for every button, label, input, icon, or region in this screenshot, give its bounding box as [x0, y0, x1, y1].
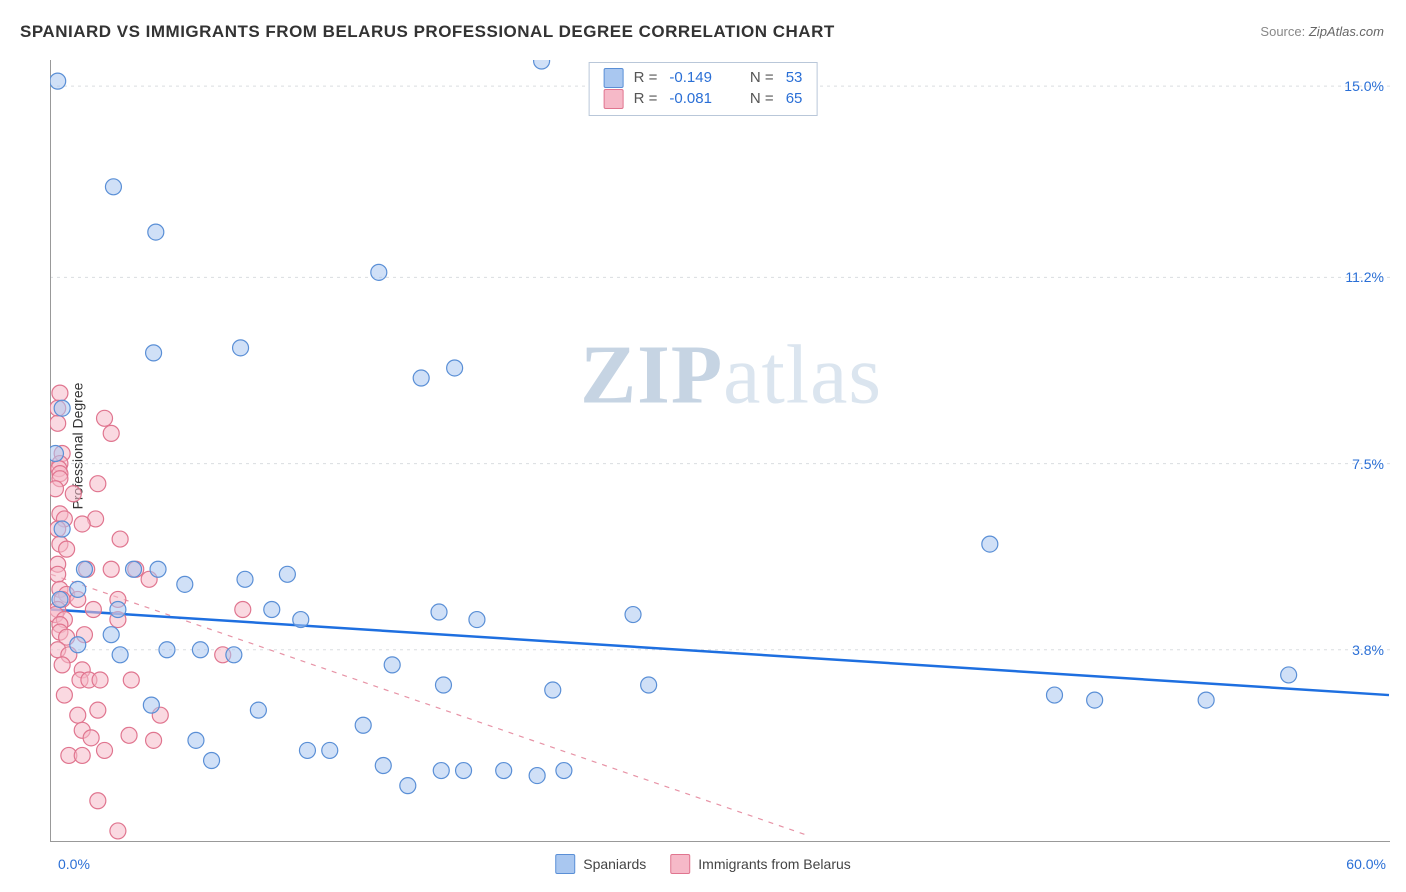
- r-value-spaniards: -0.149: [669, 67, 712, 88]
- legend-swatch-spaniards: [555, 854, 575, 874]
- stats-row-belarus: R = -0.081 N = 65: [604, 88, 803, 109]
- legend-label-spaniards: Spaniards: [583, 856, 646, 872]
- stats-row-spaniards: R = -0.149 N = 53: [604, 67, 803, 88]
- swatch-spaniards: [604, 68, 624, 88]
- r-value-belarus: -0.081: [669, 88, 712, 109]
- scatter-svg: [50, 60, 1390, 842]
- y-tick-label: 11.2%: [1345, 269, 1384, 285]
- plot-area: [50, 60, 1390, 842]
- x-axis-max-label: 60.0%: [1346, 856, 1386, 872]
- n-label: N =: [750, 88, 774, 109]
- source-attribution: Source: ZipAtlas.com: [1260, 24, 1384, 39]
- legend-item-belarus: Immigrants from Belarus: [670, 854, 850, 874]
- r-label: R =: [634, 88, 658, 109]
- swatch-belarus: [604, 89, 624, 109]
- x-axis-min-label: 0.0%: [58, 856, 90, 872]
- legend-item-spaniards: Spaniards: [555, 854, 646, 874]
- legend-label-belarus: Immigrants from Belarus: [698, 856, 850, 872]
- stats-legend-box: R = -0.149 N = 53 R = -0.081 N = 65: [589, 62, 818, 116]
- bottom-legend: Spaniards Immigrants from Belarus: [555, 854, 851, 874]
- y-tick-label: 7.5%: [1352, 456, 1384, 472]
- source-value: ZipAtlas.com: [1309, 24, 1384, 39]
- source-label: Source:: [1260, 24, 1305, 39]
- n-value-belarus: 65: [786, 88, 803, 109]
- n-label: N =: [750, 67, 774, 88]
- y-tick-label: 15.0%: [1344, 78, 1384, 94]
- chart-title: SPANIARD VS IMMIGRANTS FROM BELARUS PROF…: [20, 22, 835, 42]
- n-value-spaniards: 53: [786, 67, 803, 88]
- legend-swatch-belarus: [670, 854, 690, 874]
- r-label: R =: [634, 67, 658, 88]
- y-tick-label: 3.8%: [1352, 642, 1384, 658]
